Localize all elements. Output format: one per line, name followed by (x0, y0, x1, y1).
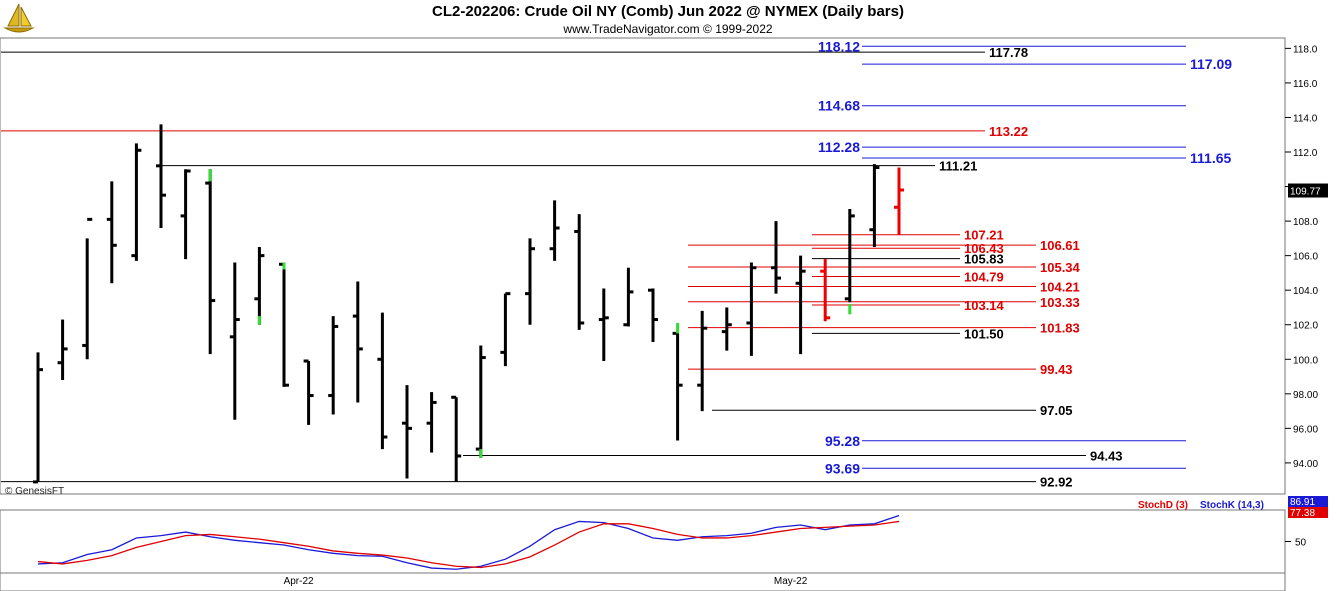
ohlc-bar-13 (328, 316, 339, 415)
level-label-95.28: 95.28 (825, 433, 860, 449)
ohlc-bar-6 (156, 124, 166, 228)
ohlc-bar-18 (451, 395, 462, 482)
y-tick-label: 94.00 (1293, 459, 1318, 470)
legend-stoch-k: StochK (14,3) (1200, 500, 1264, 511)
ohlc-bar-28 (697, 310, 708, 412)
stoch-y-tick-label: 50 (1295, 538, 1307, 549)
bottom-axis-frame (0, 572, 1286, 591)
ohlc-bar-8 (205, 169, 216, 355)
ohlc-bar-23 (574, 214, 585, 330)
ohlc-bar-32 (795, 255, 806, 355)
date-axis: Apr-22 May-22 (284, 576, 808, 587)
price-levels: 118.12 117.78 117.09 114.68 113.22 112.28 111.… (1, 38, 1232, 490)
level-label-93.69: 93.69 (825, 460, 860, 476)
y-tick-label: 114.0 (1293, 113, 1318, 124)
y-tick-label: 106.0 (1293, 252, 1318, 263)
stoch-k-value-badge (1288, 496, 1328, 507)
y-tick-label: 118.0 (1293, 44, 1318, 55)
ohlc-bar-10 (254, 247, 265, 325)
last-price-label: 109.77 (1290, 187, 1321, 198)
legend-stoch-d: StochD (3) (1138, 500, 1188, 511)
level-label-117.78: 117.78 (989, 45, 1028, 60)
ohlc-bar-35 (869, 164, 880, 247)
level-label-94.43: 94.43 (1090, 448, 1123, 463)
y-tick-label: 98.00 (1293, 390, 1318, 401)
ohlc-bar-7 (180, 169, 191, 260)
ohlc-bar-4 (106, 181, 117, 284)
level-label-111.65: 111.65 (1190, 150, 1231, 166)
stoch-line-k (37, 514, 900, 570)
level-label-92.92: 92.92 (1040, 475, 1073, 490)
x-label-May-22: May-22 (774, 576, 808, 587)
level-label-111.21: 111.21 (939, 159, 977, 174)
ohlc-bar-1 (33, 352, 43, 484)
ohlc-bar-31 (771, 221, 781, 294)
ohlc-bar-34 (844, 209, 855, 303)
y-tick-label: 116.0 (1293, 79, 1318, 90)
level-label-105.83: 105.83 (964, 252, 1004, 267)
level-label-117.09: 117.09 (1190, 56, 1232, 72)
level-label-107.21: 107.21 (964, 228, 1004, 243)
ohlc-bar-2 (57, 319, 68, 380)
level-label-112.28: 112.28 (818, 139, 860, 155)
y-tick-label: 108.0 (1293, 217, 1318, 228)
price-bars (33, 124, 904, 484)
ohlc-bar-21 (525, 238, 535, 325)
level-label-104.21: 104.21 (1040, 280, 1080, 295)
y-tick-label: 112.0 (1293, 148, 1318, 159)
ohlc-bar-3 (82, 217, 93, 360)
ohlc-bar-9 (229, 262, 240, 420)
last-price-badge (1288, 183, 1328, 198)
ohlc-bar-26 (648, 288, 658, 342)
watermark: © GenesisFT (5, 486, 65, 497)
level-label-118.12: 118.12 (818, 38, 860, 54)
ohlc-bar-16 (402, 385, 412, 479)
ohlc-bar-30 (746, 262, 757, 356)
stoch-plot-frame (0, 509, 1286, 574)
level-label-97.05: 97.05 (1040, 403, 1073, 418)
level-label-103.33: 103.33 (1040, 295, 1080, 310)
ohlc-bar-15 (377, 312, 388, 450)
genesis-sailboat-icon (2, 2, 36, 36)
y-tick-label: 104.0 (1293, 286, 1318, 297)
chart-subtitle: www.TradeNavigator.com © 1999-2022 (563, 22, 773, 36)
stoch-k-value: 86.91 (1290, 497, 1315, 508)
stoch-d-value: 77.38 (1290, 508, 1315, 519)
stoch-line-d (37, 520, 900, 569)
ohlc-bar-17 (426, 392, 437, 453)
y-tick-label: 100.0 (1293, 355, 1318, 366)
x-label-Apr-22: Apr-22 (284, 576, 314, 587)
level-label-113.22: 113.22 (989, 124, 1028, 139)
price-axis: 94.00 96.00 98.00 100.0 102.0 104.0 106.0 108.0… (1285, 44, 1328, 470)
ohlc-bar-20 (500, 292, 511, 367)
ohlc-bar-22 (549, 200, 560, 261)
level-label-106.43: 106.43 (964, 241, 1004, 256)
level-label-104.79: 104.79 (964, 270, 1004, 285)
ohlc-bar-24 (598, 288, 609, 361)
level-label-101.50: 101.50 (964, 326, 1004, 341)
level-label-99.43: 99.43 (1040, 362, 1073, 377)
ohlc-bar-29 (721, 307, 732, 351)
y-tick-label: 96.00 (1293, 424, 1318, 435)
level-label-103.14: 103.14 (964, 298, 1005, 313)
chart-title: CL2-202206: Crude Oil NY (Comb) Jun 2022… (432, 3, 904, 20)
level-label-105.34: 105.34 (1040, 260, 1081, 275)
ohlc-bar-36 (894, 167, 904, 235)
chart-header: CL2-202206: Crude Oil NY (Comb) Jun 2022… (0, 0, 1336, 40)
main-plot-frame (0, 37, 1286, 495)
y-tick-label: 102.0 (1293, 321, 1318, 332)
ohlc-bar-14 (352, 281, 363, 403)
level-label-106.61: 106.61 (1040, 238, 1080, 253)
level-label-114.68: 114.68 (818, 98, 860, 114)
ohlc-bar-12 (303, 359, 314, 425)
ohlc-bar-33 (820, 259, 831, 322)
ohlc-bar-5 (131, 143, 142, 261)
stoch-d-value-badge (1288, 507, 1328, 518)
ohlc-bar-25 (623, 267, 634, 327)
level-label-101.83: 101.83 (1040, 321, 1080, 336)
